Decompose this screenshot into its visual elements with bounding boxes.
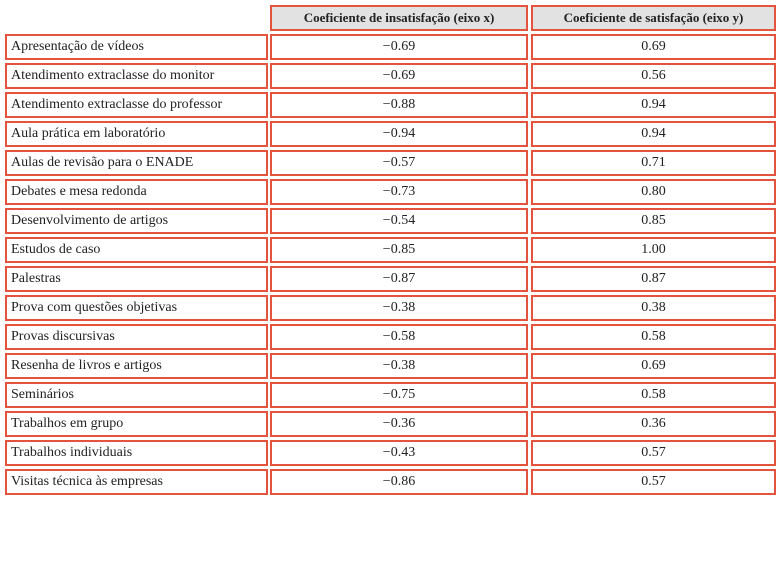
table-cell: −0.86 [270, 469, 528, 495]
table-cell: 0.38 [531, 295, 776, 321]
row-label: Seminários [5, 382, 268, 408]
column-header: Coeficiente de satisfação (eixo y) [531, 5, 776, 31]
row-label: Estudos de caso [5, 237, 268, 263]
table-cell: 0.69 [531, 353, 776, 379]
table-cell: −0.75 [270, 382, 528, 408]
row-label: Aula prática em laboratório [5, 121, 268, 147]
table-cell: −0.43 [270, 440, 528, 466]
table-cell: −0.38 [270, 353, 528, 379]
row-label: Trabalhos em grupo [5, 411, 268, 437]
row-label: Palestras [5, 266, 268, 292]
table-cell: −0.87 [270, 266, 528, 292]
row-label: Atendimento extraclasse do monitor [5, 63, 268, 89]
table-cell: 0.58 [531, 324, 776, 350]
table-cell: 0.85 [531, 208, 776, 234]
row-label: Aulas de revisão para o ENADE [5, 150, 268, 176]
row-label: Trabalhos individuais [5, 440, 268, 466]
row-label: Resenha de livros e artigos [5, 353, 268, 379]
table-cell: −0.85 [270, 237, 528, 263]
table-cell: −0.36 [270, 411, 528, 437]
table-cell: 0.94 [531, 92, 776, 118]
row-label: Desenvolvimento de artigos [5, 208, 268, 234]
row-label: Debates e mesa redonda [5, 179, 268, 205]
table-cell: 1.00 [531, 237, 776, 263]
table-cell: 0.36 [531, 411, 776, 437]
table-cell: 0.56 [531, 63, 776, 89]
row-label: Visitas técnica às empresas [5, 469, 268, 495]
table-cell: −0.94 [270, 121, 528, 147]
table-cell: 0.94 [531, 121, 776, 147]
table-cell: −0.69 [270, 63, 528, 89]
table-cell: 0.58 [531, 382, 776, 408]
table-cell: 0.57 [531, 469, 776, 495]
table-cell: −0.69 [270, 34, 528, 60]
table-cell: −0.58 [270, 324, 528, 350]
table-cell: 0.57 [531, 440, 776, 466]
row-label: Prova com questões objetivas [5, 295, 268, 321]
table-cell: −0.73 [270, 179, 528, 205]
table-cell: −0.38 [270, 295, 528, 321]
table-cell: −0.88 [270, 92, 528, 118]
table-cell: −0.54 [270, 208, 528, 234]
table-cell: 0.80 [531, 179, 776, 205]
row-label: Atendimento extraclasse do professor [5, 92, 268, 118]
table-cell: 0.71 [531, 150, 776, 176]
table-cell: 0.87 [531, 266, 776, 292]
row-label: Provas discursivas [5, 324, 268, 350]
table-cell: −0.57 [270, 150, 528, 176]
row-label: Apresentação de vídeos [5, 34, 268, 60]
column-header: Coeficiente de insatisfação (eixo x) [270, 5, 528, 31]
table-cell: 0.69 [531, 34, 776, 60]
